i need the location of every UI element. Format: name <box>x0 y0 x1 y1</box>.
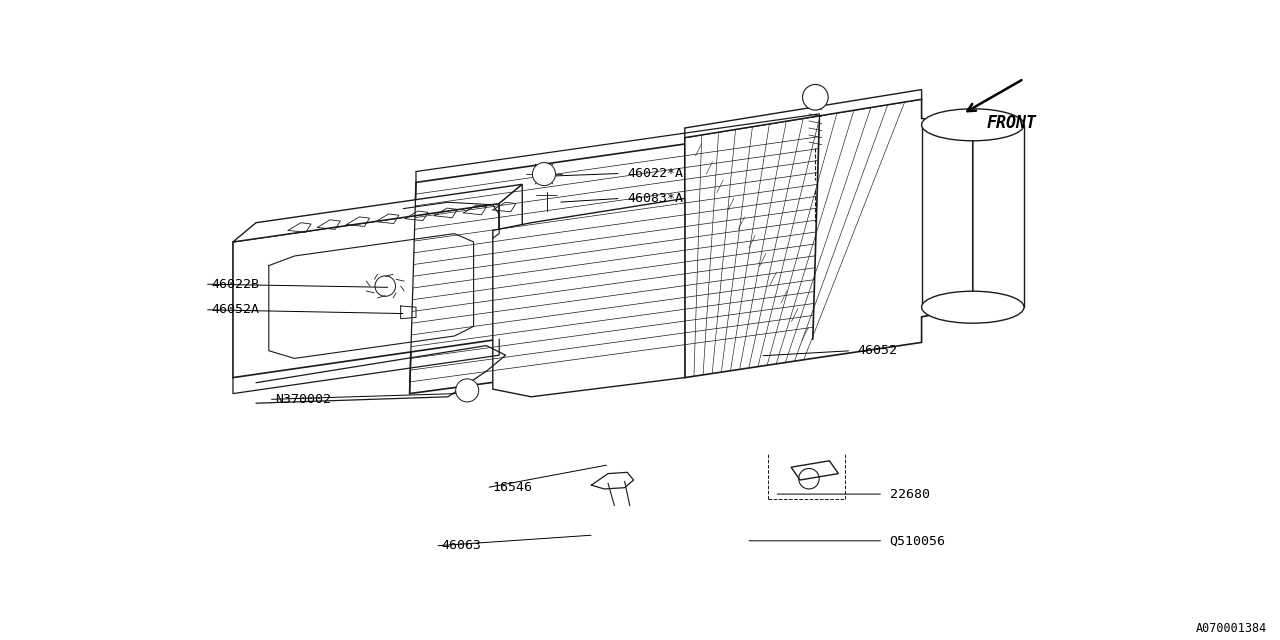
Text: 22680: 22680 <box>890 488 929 500</box>
Text: FRONT: FRONT <box>986 115 1037 132</box>
Polygon shape <box>685 90 922 138</box>
Circle shape <box>803 84 828 110</box>
Text: 46052A: 46052A <box>211 303 260 316</box>
Text: Q510056: Q510056 <box>890 534 946 547</box>
Text: 46022*A: 46022*A <box>627 167 684 180</box>
Circle shape <box>456 379 479 402</box>
Ellipse shape <box>922 291 1024 323</box>
Text: 46063: 46063 <box>442 540 481 552</box>
Text: N370002: N370002 <box>275 393 332 406</box>
Ellipse shape <box>922 109 1024 141</box>
Circle shape <box>532 163 556 186</box>
Polygon shape <box>233 204 499 378</box>
Polygon shape <box>410 125 819 394</box>
Polygon shape <box>499 184 522 339</box>
Text: 46083*A: 46083*A <box>627 192 684 205</box>
Text: 46022B: 46022B <box>211 278 260 291</box>
Polygon shape <box>493 198 685 397</box>
Text: 46052: 46052 <box>858 344 897 357</box>
Text: A070001384: A070001384 <box>1196 622 1267 635</box>
Polygon shape <box>685 99 973 378</box>
Polygon shape <box>233 184 522 242</box>
Text: 16546: 16546 <box>493 481 532 494</box>
Polygon shape <box>791 461 838 480</box>
